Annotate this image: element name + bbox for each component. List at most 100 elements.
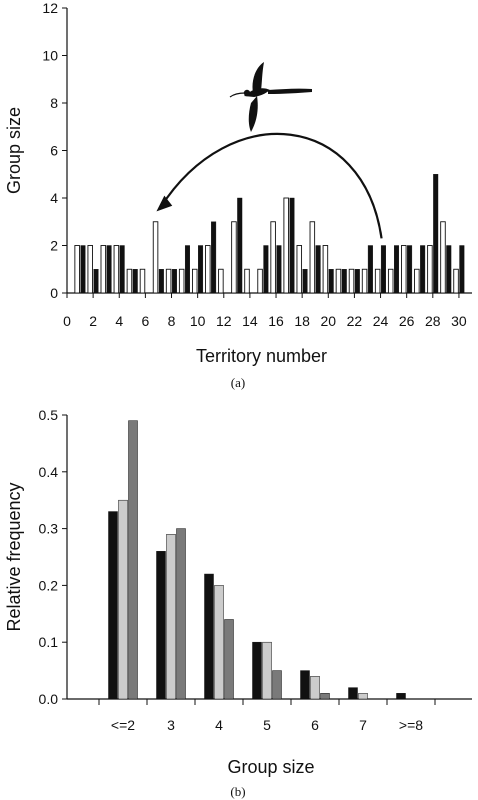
y-tick-label: 0 <box>50 285 58 301</box>
light-gray-bar <box>310 676 320 700</box>
x-tick-label: 6 <box>141 313 149 329</box>
white-bar <box>322 245 329 294</box>
x-tick-label: 12 <box>216 313 232 329</box>
x-tick-label: 14 <box>242 313 258 329</box>
y-tick-label: 0.0 <box>39 691 59 707</box>
x-tick-label: 8 <box>168 313 176 329</box>
x-tick-label: 20 <box>321 313 337 329</box>
white-bar <box>139 268 146 294</box>
x-tick-label: 22 <box>347 313 363 329</box>
panel-b-y-axis-label: Relative frequency <box>4 482 24 631</box>
black-bar <box>80 245 86 294</box>
x-tick-label: 28 <box>425 313 441 329</box>
x-tick-label: <=2 <box>111 717 135 733</box>
black-bar <box>119 245 125 294</box>
white-bar <box>401 245 407 294</box>
y-tick-label: 10 <box>42 48 58 64</box>
light-gray-bar <box>118 499 128 700</box>
black-bar <box>204 573 214 700</box>
white-bar <box>348 268 355 294</box>
black-bar <box>396 693 406 700</box>
dark-gray-bar <box>128 420 138 700</box>
white-bar <box>270 221 276 294</box>
black-bar <box>394 245 400 294</box>
white-bar <box>218 268 224 294</box>
dark-gray-bar <box>176 528 186 700</box>
black-bar <box>380 245 386 294</box>
white-bar <box>74 245 80 294</box>
white-bar <box>296 245 303 294</box>
black-bar <box>341 269 347 294</box>
arrowhead <box>156 195 173 212</box>
black-bar <box>348 687 358 700</box>
x-tick-label: 30 <box>451 313 467 329</box>
black-bar <box>289 197 295 294</box>
white-bar <box>257 268 263 294</box>
y-tick-label: 0.4 <box>39 464 59 480</box>
dark-gray-bar <box>272 670 282 700</box>
y-tick-label: 2 <box>50 238 58 254</box>
black-bar <box>459 245 465 294</box>
x-tick-label: 10 <box>190 313 206 329</box>
curved-arrow-path <box>159 132 383 239</box>
y-tick-label: 0.2 <box>39 577 59 593</box>
white-bar <box>191 268 198 294</box>
white-bar <box>205 245 211 294</box>
y-tick-label: 6 <box>50 143 58 159</box>
panel-a-y-axis-label: Group size <box>4 107 24 194</box>
black-bar <box>211 221 217 294</box>
x-tick-label: 6 <box>311 717 319 733</box>
x-tick-label: 26 <box>399 313 415 329</box>
light-gray-bar <box>358 693 368 700</box>
x-tick-label: 4 <box>115 313 123 329</box>
panel-a-bars <box>74 174 465 294</box>
black-bar <box>263 245 269 294</box>
black-bar <box>354 269 360 294</box>
panel-a-x-axis-label: Territory number <box>196 346 327 366</box>
black-bar <box>433 174 439 294</box>
white-bar <box>309 221 316 294</box>
panel-a-annotation <box>156 62 383 239</box>
black-bar <box>302 269 308 294</box>
black-bar <box>315 245 321 294</box>
x-tick-label: 5 <box>263 717 271 733</box>
white-bar <box>87 245 93 294</box>
black-bar <box>198 245 204 294</box>
black-bar <box>93 269 99 294</box>
y-tick-label: 0.1 <box>39 634 59 650</box>
black-bar <box>252 641 262 700</box>
dark-gray-bar <box>224 619 234 700</box>
x-tick-label: 24 <box>373 313 389 329</box>
x-tick-label: 2 <box>89 313 97 329</box>
black-bar <box>420 245 426 294</box>
black-bar <box>446 245 452 294</box>
black-bar <box>184 245 190 294</box>
panel-b: 0.0 0.1 0.2 0.3 0.4 0.5 <=2 3 4 5 6 7 >=8 Relative … <box>4 407 472 799</box>
y-tick-label: 0.3 <box>39 521 59 537</box>
y-tick-label: 12 <box>42 0 58 16</box>
black-bar <box>106 245 112 294</box>
white-bar <box>440 221 446 294</box>
black-bar <box>171 269 177 294</box>
panel-a-caption: (a) <box>231 375 245 390</box>
dark-gray-bar <box>320 693 330 700</box>
panel-b-y-ticks: 0.0 0.1 0.2 0.3 0.4 0.5 <box>39 407 67 707</box>
white-bar <box>244 268 250 294</box>
black-bar <box>300 670 310 700</box>
panel-b-bars <box>108 420 406 700</box>
panel-b-x-axis-label: Group size <box>227 757 314 777</box>
black-bar <box>156 551 166 700</box>
x-tick-label: 7 <box>359 717 367 733</box>
black-bar <box>237 197 243 294</box>
white-bar <box>100 245 107 294</box>
panel-a-x-ticks: 0 2 4 6 8 10 12 14 16 18 20 22 24 26 28 30 <box>63 293 467 329</box>
white-bar <box>178 268 185 294</box>
white-bar <box>165 268 172 294</box>
white-bar <box>361 268 368 294</box>
white-bar <box>453 268 459 294</box>
white-bar <box>126 268 133 294</box>
black-bar <box>367 245 373 294</box>
